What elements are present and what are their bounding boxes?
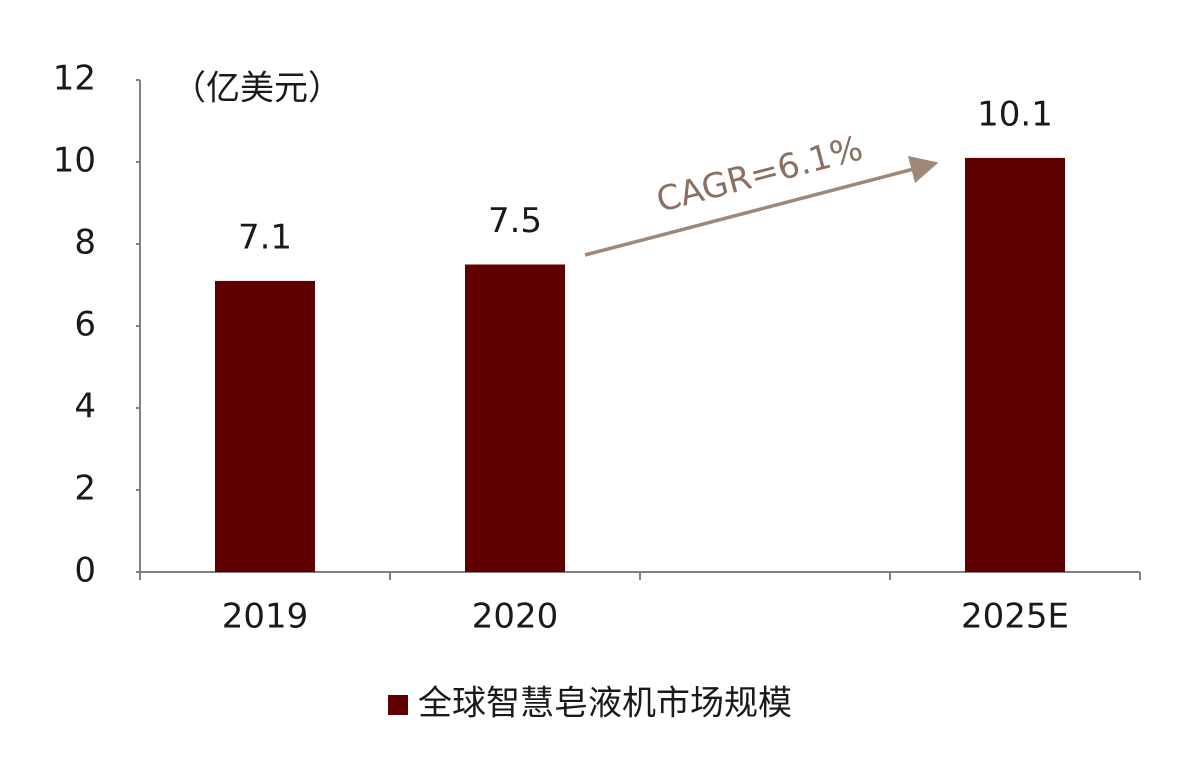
y-tick-label: 8 (74, 223, 96, 263)
cagr-arrow (584, 156, 939, 257)
data-label: 10.1 (977, 94, 1053, 134)
y-tick-label: 2 (74, 469, 96, 509)
x-tick-label: 2020 (472, 597, 559, 637)
bar (215, 280, 315, 572)
x-axis-ticks (139, 572, 1141, 580)
bar (965, 157, 1065, 572)
x-tick-label: 2025E (961, 597, 1069, 637)
data-label: 7.1 (238, 217, 292, 257)
y-tick-label: 12 (53, 59, 96, 99)
data-label: 7.5 (488, 201, 542, 241)
y-tick-label: 0 (74, 551, 96, 591)
y-tick-label: 10 (53, 141, 96, 181)
x-tick-label: 2019 (222, 597, 309, 637)
bar (465, 264, 565, 572)
legend-label: 全球智慧皂液机市场规模 (418, 684, 792, 724)
legend-swatch (388, 695, 408, 715)
cagr-annotation: CAGR=6.1% (652, 128, 866, 220)
y-axis-unit: （亿美元） (172, 69, 342, 109)
y-tick-label: 6 (74, 305, 96, 345)
y-tick-label: 4 (74, 387, 96, 427)
